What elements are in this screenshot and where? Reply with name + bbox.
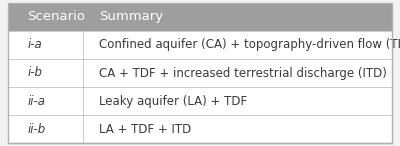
Text: i-a: i-a	[27, 38, 42, 52]
Bar	[8, 87, 392, 115]
Text: Summary: Summary	[99, 10, 163, 24]
Text: Scenario: Scenario	[27, 10, 85, 24]
Text: CA + TDF + increased terrestrial discharge (ITD): CA + TDF + increased terrestrial dischar…	[99, 66, 387, 80]
Text: LA + TDF + ITD: LA + TDF + ITD	[99, 122, 191, 136]
Text: ii-a: ii-a	[27, 94, 45, 108]
Bar	[8, 59, 392, 87]
Bar	[8, 115, 392, 143]
Text: ii-b: ii-b	[27, 122, 46, 136]
Text: i-b: i-b	[27, 66, 42, 80]
Text: Confined aquifer (CA) + topography-driven flow (TDF): Confined aquifer (CA) + topography-drive…	[99, 38, 400, 52]
Bar	[8, 3, 392, 31]
Bar	[8, 31, 392, 59]
Text: Leaky aquifer (LA) + TDF: Leaky aquifer (LA) + TDF	[99, 94, 247, 108]
